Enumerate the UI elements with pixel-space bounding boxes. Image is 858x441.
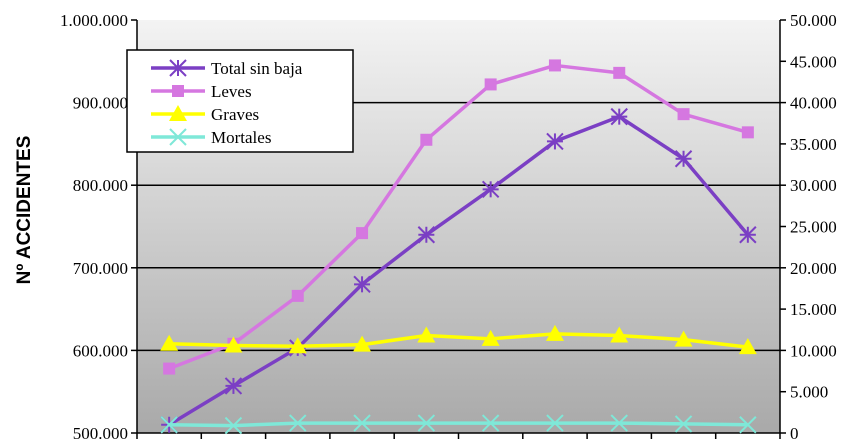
legend-marker xyxy=(169,105,187,121)
right-tick-label: 5.000 xyxy=(790,383,828,402)
data-point xyxy=(417,226,436,244)
right-axis-ticks: 0 5.000 10.000 15.000 20.000 25.000 30.000 35.0… xyxy=(780,11,837,441)
data-point xyxy=(674,415,693,433)
data-point xyxy=(674,330,693,347)
legend-marker xyxy=(169,128,187,146)
left-tick-label: 700.000 xyxy=(73,259,128,278)
series-layer xyxy=(160,59,757,435)
data-point xyxy=(546,414,564,432)
right-tick-label: 30.000 xyxy=(790,176,837,195)
legend-label: Graves xyxy=(211,105,259,124)
series-line xyxy=(169,421,748,428)
data-point xyxy=(674,150,693,168)
right-tick-label: 0 xyxy=(790,424,799,441)
data-point xyxy=(353,335,372,352)
data-point xyxy=(417,326,436,343)
data-point xyxy=(288,337,307,354)
legend-marker xyxy=(172,85,184,97)
data-point xyxy=(741,126,754,139)
left-tick-label: 600.000 xyxy=(73,341,128,360)
data-point xyxy=(481,414,500,432)
left-tick-label: 800.000 xyxy=(73,176,128,195)
right-tick-label: 25.000 xyxy=(790,218,837,237)
data-point xyxy=(739,226,757,244)
left-tick-label: 900.000 xyxy=(73,94,128,113)
legend-label: Leves xyxy=(211,82,252,101)
left-axis-ticks: 500.000 600.000 700.000 800.000 900.000 1.000… xyxy=(60,11,137,441)
data-point xyxy=(224,336,243,353)
right-tick-label: 40.000 xyxy=(790,94,837,113)
data-point xyxy=(484,78,497,91)
data-point xyxy=(739,416,757,434)
left-tick-label: 1.000.000 xyxy=(60,11,128,30)
data-point xyxy=(610,326,629,343)
data-point xyxy=(417,414,436,432)
left-tick-label: 500.000 xyxy=(73,424,128,441)
data-point xyxy=(546,132,564,151)
data-point xyxy=(353,414,371,432)
y-axis-title: Nº ACCIDENTES xyxy=(14,136,35,285)
data-point xyxy=(677,108,690,121)
data-point xyxy=(613,66,626,79)
legend-label: Mortales xyxy=(211,128,271,147)
data-point xyxy=(356,227,369,240)
series-line xyxy=(169,332,749,349)
data-point xyxy=(481,329,500,346)
data-point xyxy=(610,107,628,126)
data-point xyxy=(289,414,307,432)
right-tick-label: 35.000 xyxy=(790,135,837,154)
right-tick-label: 20.000 xyxy=(790,259,837,278)
right-tick-label: 45.000 xyxy=(790,52,837,71)
data-point xyxy=(481,180,500,199)
data-point xyxy=(610,414,628,432)
data-point xyxy=(420,133,433,146)
series-line xyxy=(168,63,749,371)
data-point xyxy=(545,324,564,341)
right-tick-label: 10.000 xyxy=(790,341,837,360)
data-point xyxy=(291,289,304,302)
data-point xyxy=(163,362,176,375)
right-tick-label: 50.000 xyxy=(790,11,837,30)
data-point xyxy=(738,338,757,355)
legend-marker xyxy=(169,59,187,77)
data-point xyxy=(160,416,178,434)
right-tick-label: 15.000 xyxy=(790,300,837,319)
legend: Total sin baja Leves Graves Mortales xyxy=(126,49,354,153)
data-point xyxy=(548,59,561,72)
data-point xyxy=(160,334,179,351)
data-point xyxy=(224,416,243,435)
series-line xyxy=(168,114,750,427)
legend-label: Total sin baja xyxy=(211,59,303,78)
data-point xyxy=(224,377,243,395)
data-point xyxy=(353,275,371,294)
